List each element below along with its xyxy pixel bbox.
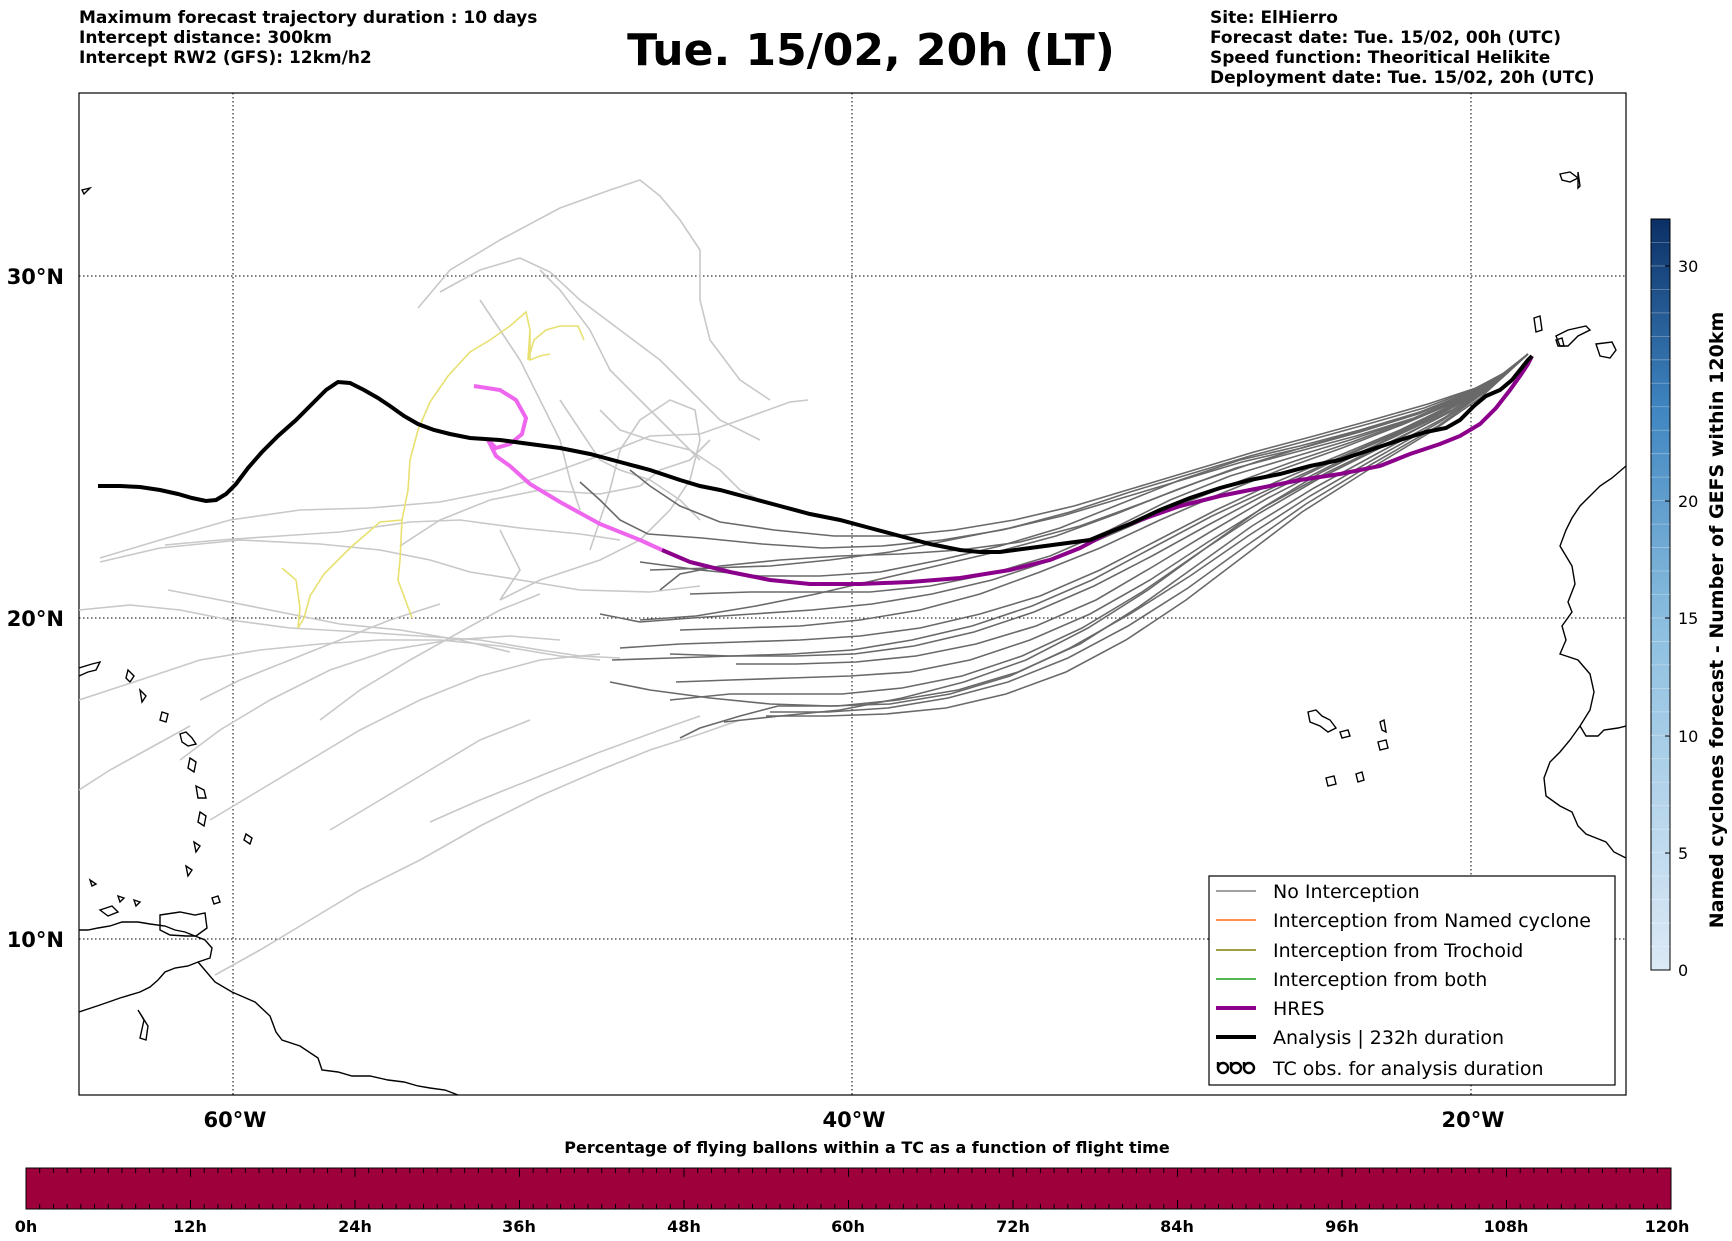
coast-grenada bbox=[184, 864, 193, 878]
legend-label-both: Interception from both bbox=[1273, 969, 1487, 991]
legend-label-named-cyclone: Interception from Named cyclone bbox=[1273, 910, 1591, 932]
coast-barbados bbox=[243, 832, 253, 846]
coast-margarita bbox=[98, 905, 120, 917]
coast-cape-verde-5 bbox=[1325, 775, 1337, 787]
forecast-date: Forecast date: Tue. 15/02, 00h (UTC) bbox=[1210, 28, 1561, 48]
colorbar-tick-0: 0 bbox=[1678, 961, 1688, 980]
analysis-trajectory bbox=[98, 354, 1534, 554]
legend-item-no-interception: No Interception bbox=[1216, 881, 1420, 903]
coast-canary-3 bbox=[1595, 341, 1617, 359]
lon-label-40w: 40°W bbox=[823, 1108, 886, 1132]
flight-time-bar: Percentage of flying ballons within a TC… bbox=[15, 1138, 1690, 1236]
coast-south-america bbox=[79, 921, 213, 1013]
timebar-minor-ticks bbox=[25, 1168, 1672, 1209]
forecast-parameters: Maximum forecast trajectory duration : 1… bbox=[79, 8, 537, 68]
coast-cape-verde-1 bbox=[1307, 709, 1338, 733]
timebar-tick-108h: 108h bbox=[1484, 1217, 1529, 1236]
coast-stvincent bbox=[192, 840, 201, 854]
coast-trinidad bbox=[159, 911, 208, 937]
coast-dominica bbox=[187, 756, 197, 774]
coastlines bbox=[79, 171, 1626, 1095]
lon-label-60w: 60°W bbox=[204, 1108, 267, 1132]
page-title: Tue. 15/02, 20h (LT) bbox=[627, 25, 1115, 76]
timebar-tick-24h: 24h bbox=[338, 1217, 372, 1236]
timebar-tick-96h: 96h bbox=[1325, 1217, 1359, 1236]
legend-item-hres: HRES bbox=[1216, 998, 1325, 1020]
speed-function: Speed function: Theoritical Helikite bbox=[1210, 48, 1551, 68]
outer-ensemble-trajectories bbox=[79, 179, 809, 976]
coast-islet-1 bbox=[80, 186, 93, 196]
lat-label-20n: 20°N bbox=[7, 607, 64, 631]
timebar-tick-0h: 0h bbox=[15, 1217, 38, 1236]
coast-martinique bbox=[195, 784, 207, 799]
deployment-date: Deployment date: Tue. 15/02, 20h (UTC) bbox=[1210, 68, 1595, 88]
timebar-tick-120h: 120h bbox=[1645, 1217, 1690, 1236]
timebar-tick-60h: 60h bbox=[831, 1217, 865, 1236]
colorbar-tick-30: 30 bbox=[1678, 257, 1698, 276]
site-name: Site: ElHierro bbox=[1210, 8, 1338, 28]
legend-label-hres: HRES bbox=[1273, 998, 1325, 1020]
lat-label-30n: 30°N bbox=[7, 265, 64, 289]
site-info: Site: ElHierro Forecast date: Tue. 15/02… bbox=[1210, 8, 1595, 88]
coast-guadeloupe bbox=[179, 731, 198, 747]
coast-cape-verde-2 bbox=[1379, 718, 1387, 734]
coast-antilles-3 bbox=[138, 687, 147, 704]
param-intercept-distance: Intercept distance: 300km bbox=[79, 28, 332, 48]
yellow-trajectory bbox=[281, 310, 585, 629]
legend-item-both: Interception from both bbox=[1216, 969, 1487, 991]
coast-cape-verde-4 bbox=[1355, 771, 1365, 783]
timebar-tick-72h: 72h bbox=[996, 1217, 1030, 1236]
legend-label-analysis: Analysis | 232h duration bbox=[1273, 1027, 1504, 1049]
tc-symbol-icon bbox=[1216, 1061, 1256, 1075]
timebar-title: Percentage of flying ballons within a TC… bbox=[564, 1138, 1170, 1157]
coast-africa-south bbox=[1543, 725, 1626, 859]
colorbar-bands bbox=[1651, 242, 1670, 947]
coast-stlucia bbox=[197, 810, 207, 828]
legend-item-named-cyclone: Interception from Named cyclone bbox=[1216, 910, 1591, 932]
colorbar-tick-15: 15 bbox=[1678, 609, 1698, 628]
legend-item-tc-obs: TC obs. for analysis duration bbox=[1216, 1058, 1544, 1080]
timebar-tick-12h: 12h bbox=[173, 1217, 207, 1236]
param-duration: Maximum forecast trajectory duration : 1… bbox=[79, 8, 538, 28]
coast-antilles-4 bbox=[159, 711, 169, 723]
gefs-colorbar: 0 5 10 15 20 30 Named cyclones forecast … bbox=[1650, 218, 1728, 980]
timebar-tick-48h: 48h bbox=[667, 1217, 701, 1236]
legend-label-trochoid: Interception from Trochoid bbox=[1273, 940, 1523, 962]
coast-cape-verde-3 bbox=[1377, 739, 1389, 751]
lon-label-20w: 20°W bbox=[1442, 1108, 1505, 1132]
legend-label-no-interception: No Interception bbox=[1273, 881, 1420, 903]
coast-guianas bbox=[197, 961, 459, 1095]
colorbar-gradient bbox=[1650, 218, 1671, 971]
coast-cape-verde-6 bbox=[1339, 729, 1351, 739]
timebar-tick-84h: 84h bbox=[1160, 1217, 1194, 1236]
coast-orinoco bbox=[137, 1009, 149, 1041]
coast-venezuela-islands bbox=[88, 878, 142, 908]
lat-label-10n: 10°N bbox=[7, 928, 64, 952]
hres-trajectory bbox=[661, 355, 1534, 586]
timebar-tick-labels: 0h 12h 24h 36h 48h 60h 72h 84h 96h 108h … bbox=[15, 1217, 1690, 1236]
coast-madeira-2 bbox=[1577, 171, 1581, 190]
colorbar-tick-20: 20 bbox=[1678, 492, 1698, 511]
legend: No Interception Interception from Named … bbox=[1208, 875, 1616, 1086]
colorbar-tick-5: 5 bbox=[1678, 844, 1688, 863]
coast-canary-1 bbox=[1533, 315, 1543, 333]
legend-box bbox=[1208, 875, 1616, 1086]
coast-canary-4 bbox=[1555, 337, 1565, 347]
colorbar-tick-10: 10 bbox=[1678, 727, 1698, 746]
legend-label-tc-obs: TC obs. for analysis duration bbox=[1272, 1058, 1544, 1080]
ensemble-trajectories bbox=[579, 353, 1529, 739]
legend-item-trochoid: Interception from Trochoid bbox=[1216, 940, 1523, 962]
coast-africa bbox=[1559, 465, 1626, 737]
coast-antilles-2 bbox=[125, 668, 135, 684]
timebar-tick-36h: 36h bbox=[502, 1217, 536, 1236]
coast-antilles bbox=[79, 660, 102, 677]
legend-item-analysis: Analysis | 232h duration bbox=[1216, 1027, 1504, 1049]
coast-madeira bbox=[1559, 171, 1580, 183]
param-intercept-rw2: Intercept RW2 (GFS): 12km/h2 bbox=[79, 48, 372, 68]
colorbar-label: Named cyclones forecast - Number of GEFS… bbox=[1706, 312, 1728, 929]
coast-tobago bbox=[211, 895, 221, 905]
